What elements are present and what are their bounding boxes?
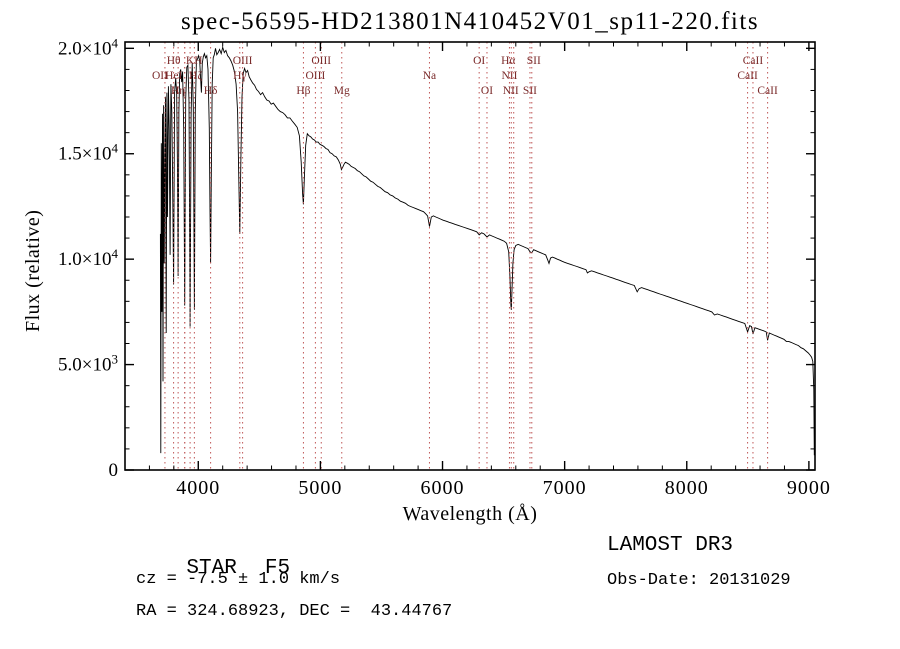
x-axis-tick-label: 5000: [298, 477, 342, 499]
plot-title: spec-56595-HD213801N410452V01_sp11-220.f…: [180, 8, 760, 35]
y-axis-tick-label: 5.0×103: [58, 352, 118, 376]
object-type-label: STAR: [186, 557, 237, 580]
spectral-line-label: Hγ: [233, 70, 246, 82]
spectral-line-label: SII: [523, 85, 537, 97]
spectral-line-label: HeI: [165, 70, 182, 82]
y-axis-tick-label: 1.0×104: [58, 246, 118, 270]
radial-velocity-label: cz = -7.5 ± 1.0 km/s: [136, 570, 341, 589]
spectral-line-label: Hη: [171, 85, 185, 97]
spectral-line-label: Hζ: [189, 70, 202, 82]
spectral-line-label: OIII: [305, 70, 325, 82]
x-axis-tick-label: 4000: [176, 477, 220, 499]
spectral-line-label: H: [194, 55, 202, 67]
y-axis-tick-label: 0: [109, 460, 119, 481]
spectral-line-label: OII: [152, 70, 168, 82]
spectral-line-label: CaII: [757, 85, 778, 97]
object-subclass-label: F5: [264, 557, 291, 580]
plot-frame: [124, 41, 816, 471]
x-axis-label: Wavelength (Å): [402, 503, 538, 525]
spectrum-plot: OII Hθ Hη HeI Hζ K H Hδ Hγ OIII Hβ OIII OIII Mg Na OI OI…: [58, 35, 831, 499]
spectral-line-label: OI: [481, 85, 493, 97]
spectral-line-label: Mg: [334, 85, 350, 97]
ra-dec-label: RA = 324.68923, DEC = 43.44767: [136, 602, 453, 621]
spectral-line-label: OIII: [233, 55, 253, 67]
object-classification: STAR F5: [136, 534, 290, 603]
spectral-line-label: Na: [423, 70, 436, 82]
spectrum-trace: [159, 45, 815, 456]
spectral-line-label: Hβ: [296, 85, 310, 97]
spectral-line-label: K: [186, 55, 195, 67]
spectral-line-label: Hθ: [167, 55, 181, 67]
spectral-line-label: SII: [527, 55, 541, 67]
x-axis-tick-label: 7000: [543, 477, 587, 499]
spectral-line-label: Hα: [501, 55, 515, 67]
spectral-line-label: CaII: [743, 55, 764, 67]
x-axis-tick-label: 9000: [787, 477, 831, 499]
spectral-line-label: CaII: [737, 70, 758, 82]
survey-label: LAMOST DR3: [607, 534, 734, 557]
spectral-line-label: Hδ: [204, 85, 218, 97]
spectral-line-label: OIII: [311, 55, 331, 67]
x-axis-tick-label: 6000: [421, 477, 465, 499]
spectral-line-label: NII: [501, 70, 517, 82]
y-axis-tick-label: 2.0×104: [58, 35, 118, 59]
spectral-line-label: OI: [473, 55, 485, 67]
obs-date-label: Obs-Date: 20131029: [607, 571, 791, 590]
x-axis-tick-label: 8000: [665, 477, 709, 499]
spectral-line-label: NII: [503, 85, 519, 97]
y-axis-tick-label: 1.5×104: [58, 141, 118, 165]
